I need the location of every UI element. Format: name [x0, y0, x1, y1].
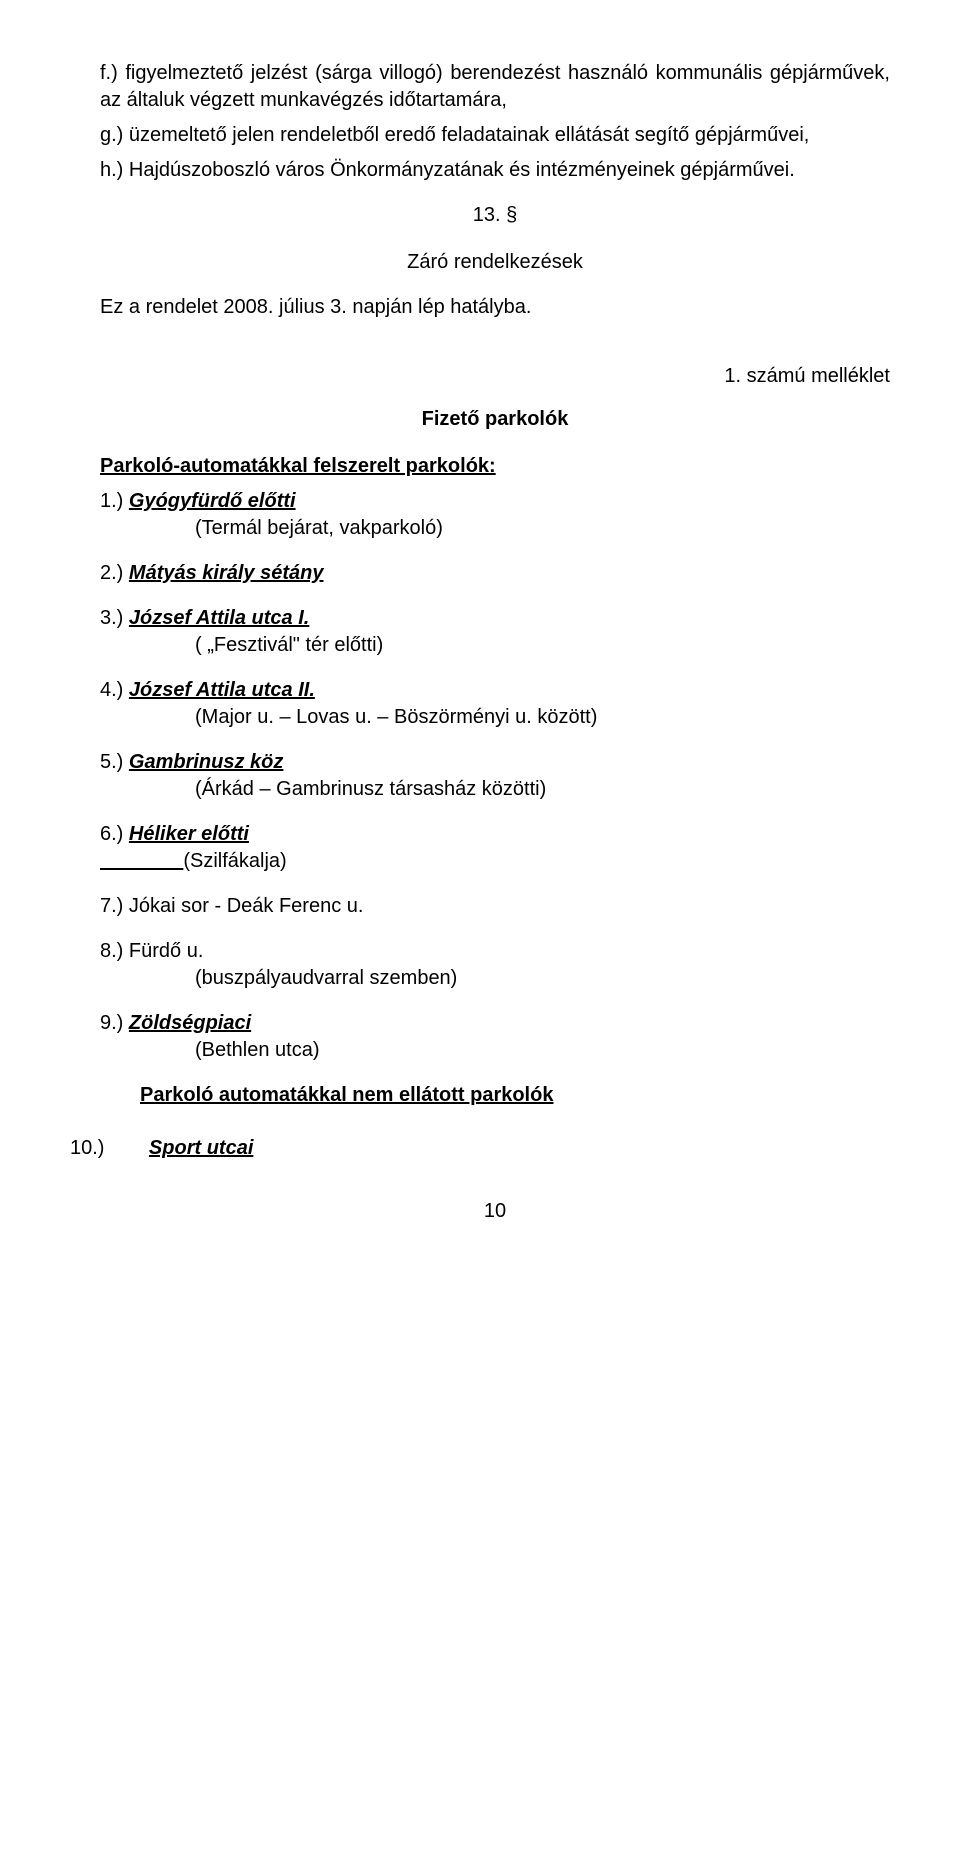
item-10-num: 10.) — [70, 1137, 149, 1159]
item-5-title: Gambrinusz köz — [129, 751, 283, 773]
item-9-title: Zöldségpiaci — [129, 1012, 251, 1034]
item-2-title: Mátyás király sétány — [129, 562, 324, 584]
item-3-sub: ( „Fesztivál" tér előtti) — [195, 632, 890, 659]
item-9: 9.) Zöldségpiaci (Bethlen utca) — [100, 1010, 890, 1064]
item-7-num: 7.) — [100, 895, 129, 917]
item-7: 7.) Jókai sor - Deák Ferenc u. — [100, 893, 890, 920]
paragraph-g: g.) üzemeltető jelen rendeletből eredő f… — [100, 122, 890, 149]
item-1-num: 1.) — [100, 490, 129, 512]
item-5-num: 5.) — [100, 751, 129, 773]
item-4-sub: (Major u. – Lovas u. – Böszörményi u. kö… — [195, 704, 890, 731]
item-9-num: 9.) — [100, 1012, 129, 1034]
item-10-title: Sport utcai — [149, 1137, 253, 1159]
item-4: 4.) József Attila utca II. (Major u. – L… — [100, 677, 890, 731]
item-9-sub: (Bethlen utca) — [195, 1037, 890, 1064]
item-6-sub: (Szilfákalja) — [183, 850, 286, 872]
item-6-title: Héliker előtti — [129, 823, 249, 845]
attachment-label: 1. számú melléklet — [100, 363, 890, 390]
item-2: 2.) Mátyás király sétány — [100, 560, 890, 587]
group2-title: Parkoló automatákkal nem ellátott parkol… — [140, 1082, 890, 1109]
item-4-title: József Attila utca II. — [129, 679, 315, 701]
section-title: Záró rendelkezések — [100, 249, 890, 276]
item-1-title: Gyógyfürdő előtti — [129, 490, 296, 512]
item-6-sub-prefix — [100, 850, 183, 872]
group1-title: Parkoló-automatákkal felszerelt parkolók… — [100, 453, 890, 480]
item-8-num: 8.) — [100, 940, 129, 962]
item-4-num: 4.) — [100, 679, 129, 701]
paragraph-f: f.) figyelmeztető jelzést (sárga villogó… — [100, 60, 890, 114]
page-number: 10 — [100, 1198, 890, 1225]
item-1-sub: (Termál bejárat, vakparkoló) — [195, 515, 890, 542]
item-5-sub: (Árkád – Gambrinusz társasház közötti) — [195, 776, 890, 803]
section-number: 13. § — [100, 202, 890, 229]
item-6-num: 6.) — [100, 823, 129, 845]
section-effective: Ez a rendelet 2008. július 3. napján lép… — [100, 294, 890, 321]
paragraph-h: h.) Hajdúszoboszló város Önkormányzatána… — [100, 157, 890, 184]
group1-title-text: Parkoló-automatákkal felszerelt parkolók… — [100, 455, 496, 477]
item-8-title: Fürdő u. — [129, 940, 203, 962]
item-6: 6.) Héliker előtti (Szilfákalja) — [100, 821, 890, 875]
item-3-title: József Attila utca I. — [129, 607, 309, 629]
item-3: 3.) József Attila utca I. ( „Fesztivál" … — [100, 605, 890, 659]
item-8: 8.) Fürdő u. (buszpályaudvarral szemben) — [100, 938, 890, 992]
item-8-sub: (buszpályaudvarral szemben) — [195, 965, 890, 992]
item-3-num: 3.) — [100, 607, 129, 629]
subheading-fizeto: Fizető parkolók — [100, 406, 890, 433]
item-5: 5.) Gambrinusz köz (Árkád – Gambrinusz t… — [100, 749, 890, 803]
item-7-title: Jókai sor - Deák Ferenc u. — [129, 895, 364, 917]
group2-title-text: Parkoló automatákkal nem ellátott parkol… — [140, 1084, 553, 1106]
item-10: 10.) Sport utcai — [70, 1135, 890, 1162]
item-1: 1.) Gyógyfürdő előtti (Termál bejárat, v… — [100, 488, 890, 542]
item-2-num: 2.) — [100, 562, 129, 584]
